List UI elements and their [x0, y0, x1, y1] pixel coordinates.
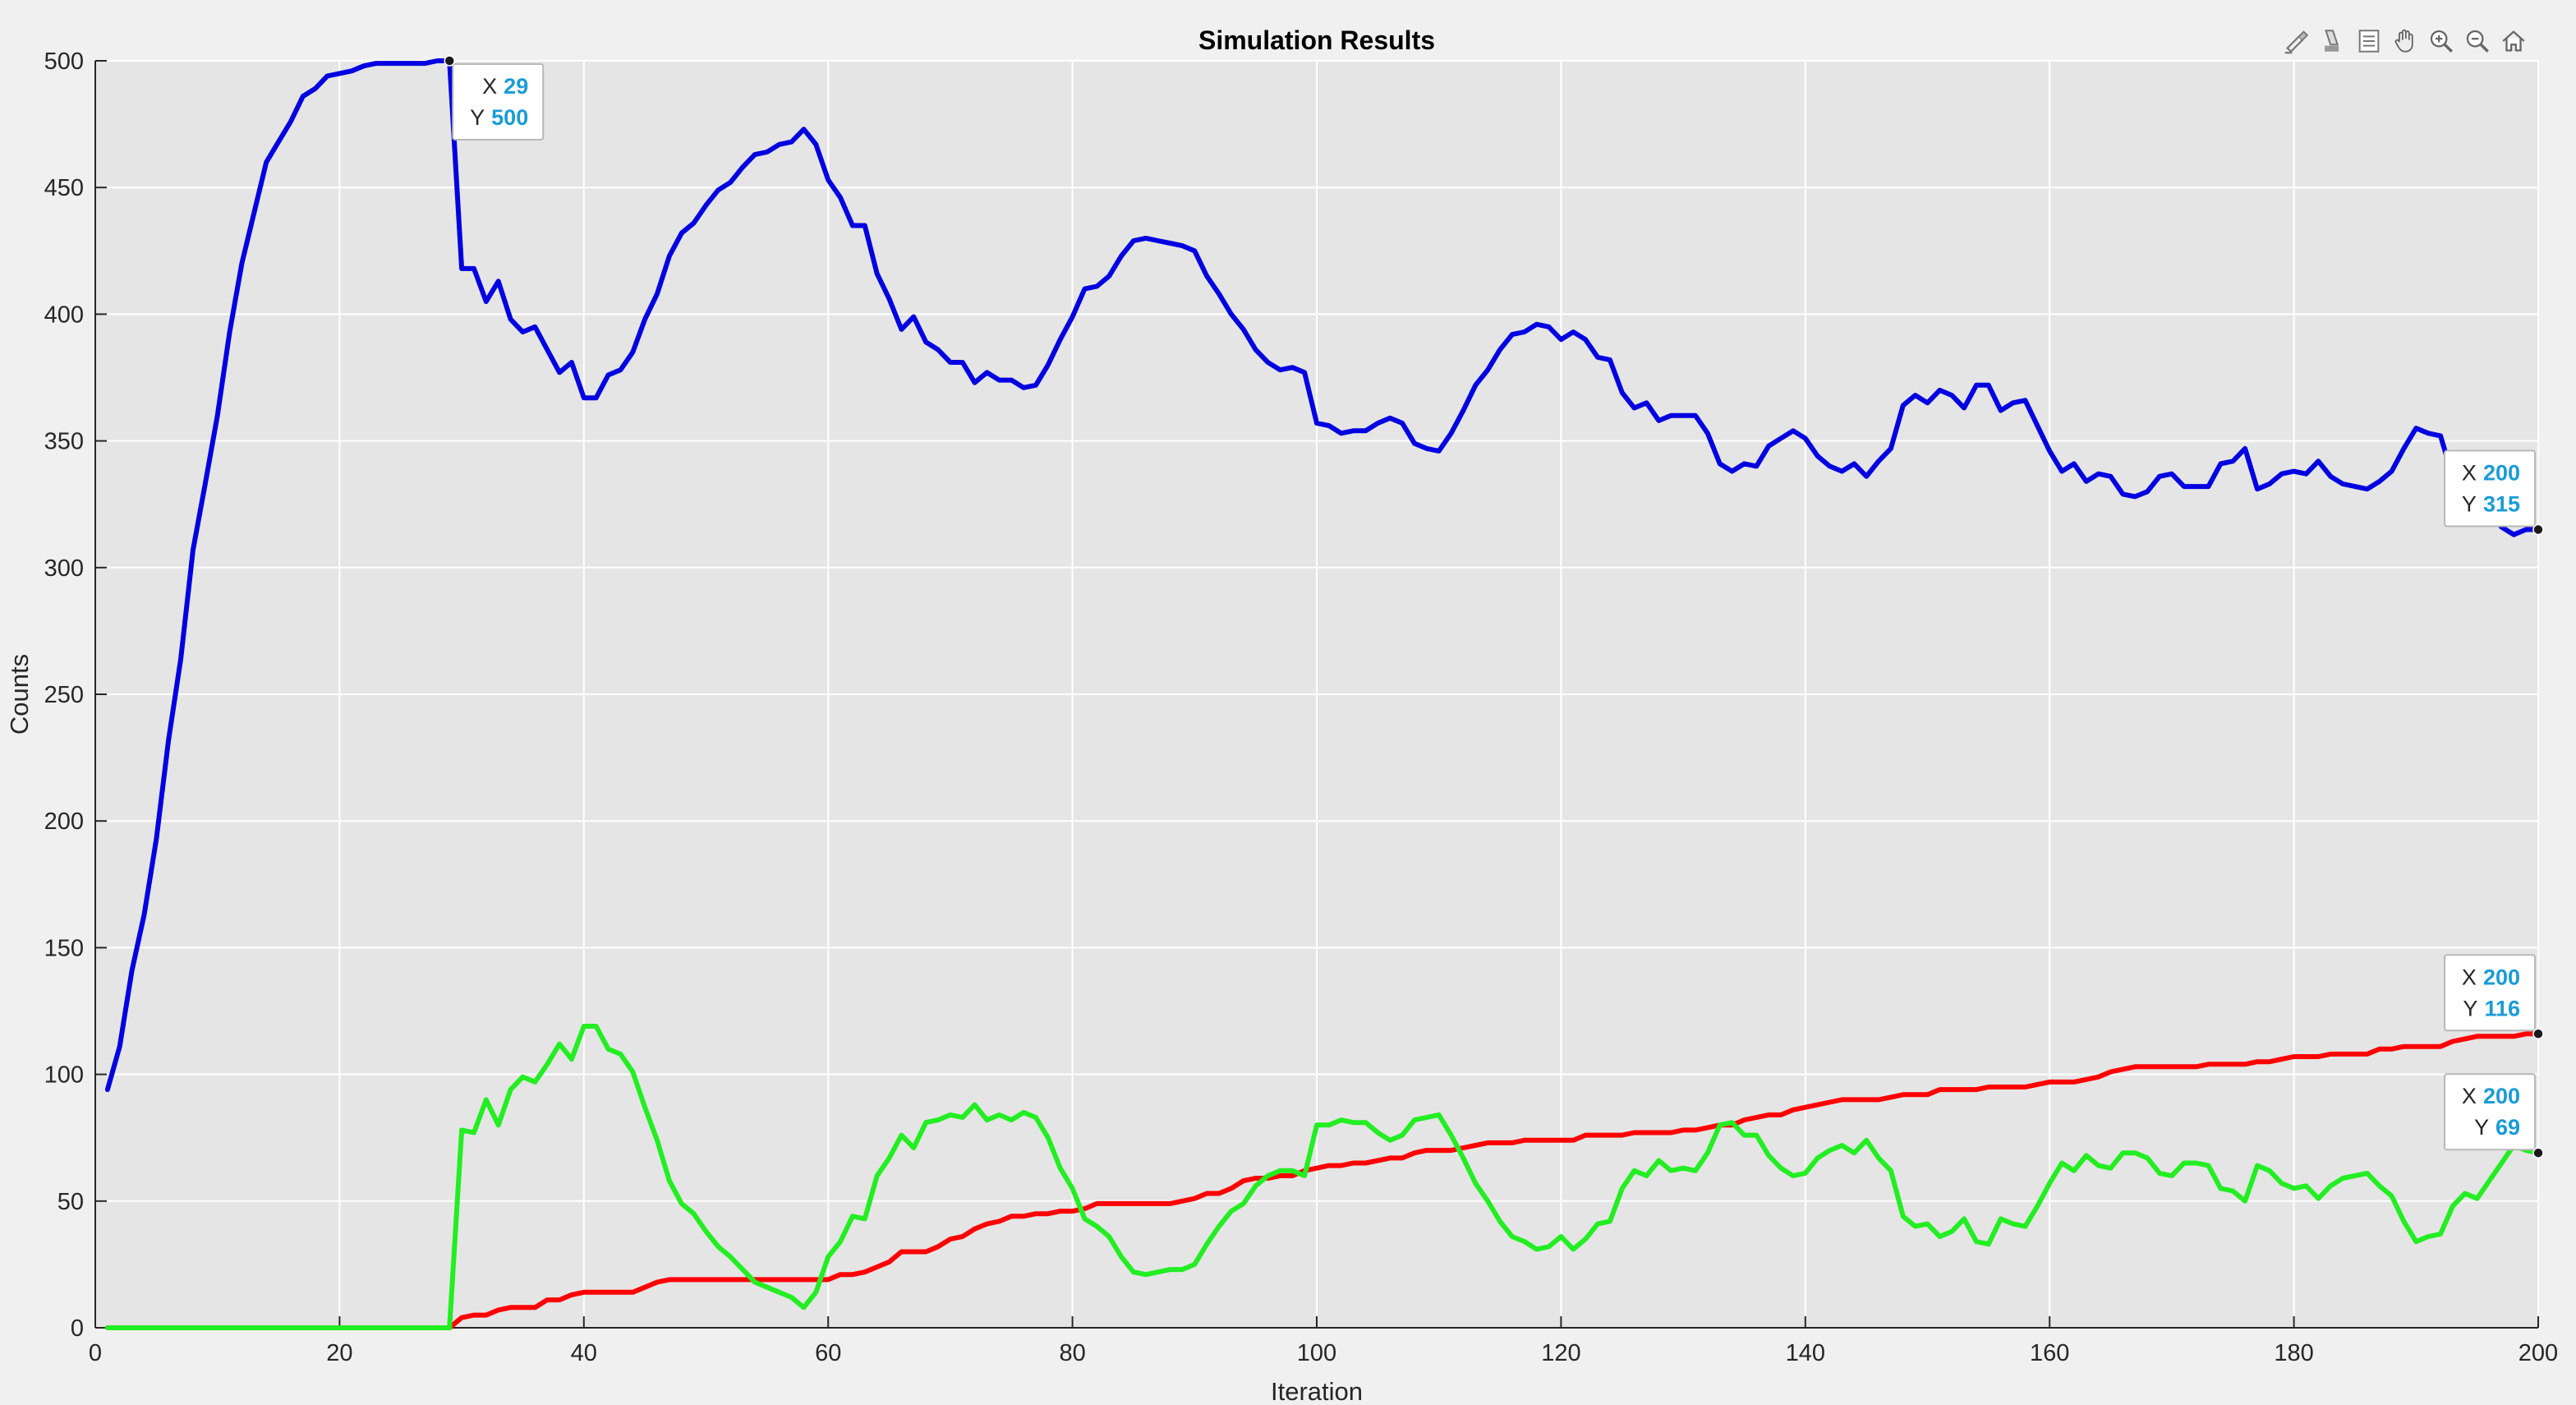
- y-tick-label: 150: [44, 935, 84, 961]
- x-tick-label: 0: [89, 1340, 102, 1366]
- datatip-x-label: X: [2462, 965, 2477, 989]
- datatip-marker[interactable]: [2532, 1028, 2544, 1040]
- series-green-line[interactable]: [104, 1024, 2541, 1330]
- datatip-marker[interactable]: [444, 55, 455, 67]
- x-tick-label: 200: [2518, 1340, 2558, 1366]
- series-layer: [104, 58, 2541, 1330]
- y-tick-label: 250: [44, 682, 84, 708]
- datatip-x-value: 200: [2483, 1084, 2520, 1108]
- datatip-y-label: Y: [2462, 492, 2477, 517]
- datatip-y-value: 500: [491, 105, 528, 130]
- datatip-y-label: Y: [2463, 996, 2477, 1020]
- zoom-out-icon: [2466, 30, 2489, 53]
- y-tick-label: 200: [44, 808, 84, 835]
- y-tick-label: 450: [44, 175, 84, 201]
- restore-view-tool-button[interactable]: [2497, 25, 2530, 58]
- datatip-x-label: X: [2462, 1084, 2477, 1108]
- y-tick-label: 400: [44, 302, 84, 328]
- y-tick-label: 50: [58, 1189, 84, 1215]
- x-tick-label: 120: [1541, 1340, 1580, 1366]
- y-tick-label: 300: [44, 555, 84, 582]
- datatip-marker[interactable]: [2532, 1147, 2544, 1159]
- home-icon: [2502, 30, 2525, 52]
- datatip-x-value: 200: [2483, 461, 2520, 486]
- brush-icon: [2284, 30, 2309, 54]
- y-tick-label: 0: [71, 1315, 84, 1342]
- pan-tool-button[interactable]: [2389, 25, 2422, 58]
- legend-icon: [2358, 30, 2380, 53]
- x-tick-label: 40: [571, 1340, 597, 1366]
- chart-title: Simulation Results: [1198, 25, 1435, 55]
- data-tips-tool-button[interactable]: [2316, 25, 2349, 58]
- x-tick-label: 20: [326, 1340, 352, 1366]
- x-tick-label: 180: [2274, 1340, 2313, 1366]
- data-tips-icon: [2325, 30, 2339, 52]
- y-tick-label: 350: [44, 429, 84, 455]
- series-red-line[interactable]: [104, 1031, 2541, 1330]
- datatip-y-value: 116: [2484, 996, 2520, 1020]
- grid-lines: [94, 60, 2539, 1329]
- y-tick-label: 500: [44, 48, 84, 75]
- datatip-x-label: X: [482, 74, 497, 99]
- x-tick-label: 160: [2030, 1340, 2069, 1366]
- datatip-box: [452, 63, 545, 140]
- y-axis-ticks: 0 50 100 150 200 250 300 350 400 450 500: [44, 48, 107, 1342]
- x-tick-label: 80: [1059, 1340, 1085, 1366]
- datatip-x-label: X: [2462, 461, 2477, 486]
- y-axis-label: Counts: [5, 654, 34, 735]
- datatip-y-label: Y: [2474, 1115, 2489, 1140]
- brush-tool-button[interactable]: [2280, 25, 2313, 58]
- pan-icon: [2394, 29, 2413, 53]
- x-tick-label: 100: [1297, 1340, 1336, 1366]
- zoom-in-icon: [2430, 30, 2453, 53]
- zoom-in-tool-button[interactable]: [2425, 25, 2458, 58]
- datatip-y-label: Y: [470, 105, 485, 130]
- datatip-y-value: 69: [2496, 1115, 2520, 1140]
- datatip-x-value: 29: [504, 74, 528, 99]
- x-tick-label: 140: [1786, 1340, 1825, 1366]
- datatip-box: [2444, 954, 2536, 1032]
- x-axis-ticks: 0 20 40 60 80 100 120 140 160 180 200: [89, 1316, 2558, 1366]
- legend-tool-button[interactable]: [2353, 25, 2385, 58]
- x-tick-label: 60: [815, 1340, 841, 1366]
- datatip-box: [2444, 449, 2536, 527]
- datatip-box: [2444, 1073, 2536, 1151]
- series-blue-line[interactable]: [104, 58, 2541, 1093]
- y-tick-label: 100: [44, 1062, 84, 1089]
- datatip-y-value: 315: [2483, 492, 2520, 517]
- axes-toolbar: [2280, 23, 2530, 59]
- zoom-out-tool-button[interactable]: [2461, 25, 2494, 58]
- x-axis-label: Iteration: [1271, 1377, 1363, 1405]
- datatip-marker[interactable]: [2532, 523, 2544, 536]
- datatip-x-value: 200: [2483, 965, 2520, 989]
